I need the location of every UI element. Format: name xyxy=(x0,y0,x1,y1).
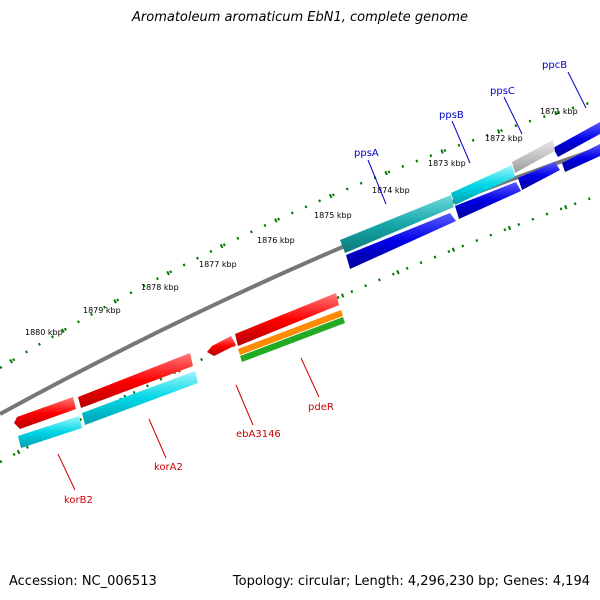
gene-pdeR-green[interactable] xyxy=(240,317,345,362)
callout-line-korA2 xyxy=(148,418,167,459)
gene-label-ppsA[interactable]: ppsA xyxy=(354,148,379,159)
gene-korA2-forward[interactable] xyxy=(78,353,193,408)
forward-strand-genes xyxy=(14,122,600,429)
genome-stats-text: Topology: circular; Length: 4,296,230 bp… xyxy=(232,574,590,589)
kbp-label: 1875 kbp xyxy=(314,211,352,220)
gene-label-ppsB[interactable]: ppsB xyxy=(439,110,464,121)
map-title: Aromatoleum aromaticum EbN1, complete ge… xyxy=(132,10,468,25)
kbp-label: 1874 kbp xyxy=(372,186,410,195)
gene-label-ppsC[interactable]: ppsC xyxy=(490,86,515,97)
gene-ppcB-reverse[interactable] xyxy=(562,144,600,172)
gene-ppsC-forward[interactable] xyxy=(512,140,555,173)
kbp-label: 1878 kbp xyxy=(141,283,179,292)
position-labels: 1871 kbp 1872 kbp 1873 kbp 1874 kbp 1875… xyxy=(25,107,578,337)
gene-korA2-reverse[interactable] xyxy=(82,371,198,425)
kbp-label: 1872 kbp xyxy=(485,134,523,143)
gene-label-pdeR[interactable]: pdeR xyxy=(308,402,334,413)
gene-callout-lines xyxy=(57,71,587,491)
kbp-label: 1877 kbp xyxy=(199,260,237,269)
callout-line-korB2 xyxy=(57,453,76,491)
outer-minor-ticks xyxy=(0,98,600,370)
kbp-label: 1876 kbp xyxy=(257,236,295,245)
gene-ppsA-reverse[interactable] xyxy=(346,213,456,269)
gene-labels: ppcB ppsC ppsB ppsA pdeR ebA3146 korA2 k… xyxy=(64,60,567,506)
kbp-label: 1880 kbp xyxy=(25,328,63,337)
callout-line-ppsB xyxy=(451,120,471,164)
kbp-label: 1879 kbp xyxy=(83,306,121,315)
callout-line-ebA3146 xyxy=(235,384,254,426)
callout-line-pdeR xyxy=(300,357,320,398)
gene-korB2-forward[interactable] xyxy=(14,397,76,429)
gene-pdeR-forward[interactable] xyxy=(235,293,339,346)
reverse-strand-genes xyxy=(18,144,600,448)
gene-label-korB2[interactable]: korB2 xyxy=(64,495,93,506)
genome-backbone xyxy=(0,146,600,416)
gene-label-ebA3146[interactable]: ebA3146 xyxy=(236,429,281,440)
gene-korB2-reverse[interactable] xyxy=(18,416,82,448)
gene-ppsB-reverse[interactable] xyxy=(455,182,521,219)
gene-label-korA2[interactable]: korA2 xyxy=(154,462,183,473)
gene-pdeR-orange[interactable] xyxy=(238,310,343,355)
kbp-label: 1873 kbp xyxy=(428,159,466,168)
callout-line-ppsC xyxy=(503,96,523,135)
callout-line-ppsA xyxy=(367,159,387,205)
accession-text: Accession: NC_006513 xyxy=(9,574,157,589)
gene-ebA3146-forward[interactable] xyxy=(207,336,236,356)
gene-ppcB-forward[interactable] xyxy=(553,122,600,157)
gene-ppsA-forward[interactable] xyxy=(340,195,454,253)
gene-ppsB-forward[interactable] xyxy=(451,165,515,205)
gene-label-ppcB[interactable]: ppcB xyxy=(542,60,567,71)
gene-ppsC-reverse[interactable] xyxy=(518,162,560,190)
kbp-label: 1871 kbp xyxy=(540,107,578,116)
callout-line-ppcB xyxy=(567,71,587,109)
outer-tick-track xyxy=(0,98,600,370)
